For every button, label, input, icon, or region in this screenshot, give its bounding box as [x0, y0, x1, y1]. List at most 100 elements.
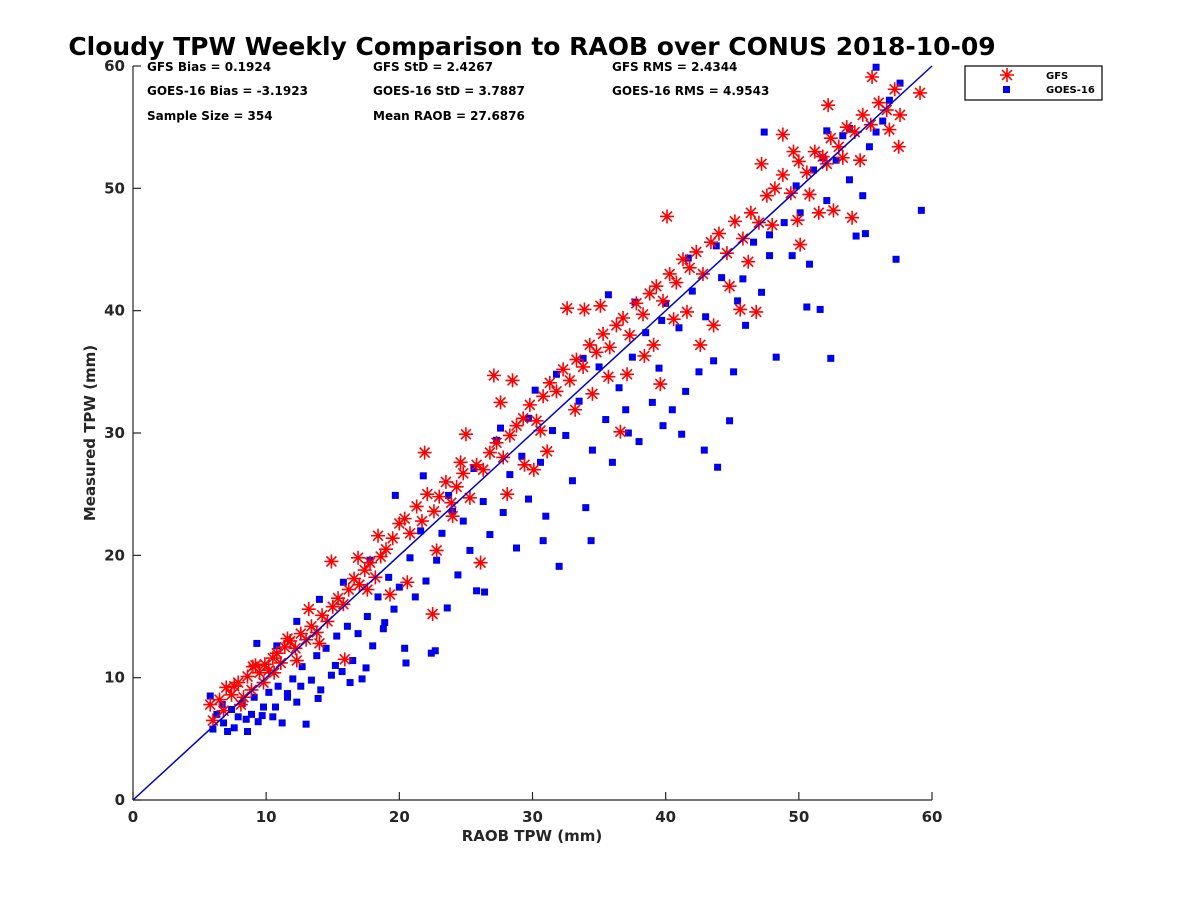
goes16-point	[582, 504, 590, 512]
goes16-point	[579, 354, 587, 362]
gfs-point	[775, 127, 790, 142]
goes16-point	[513, 544, 521, 552]
y-axis-label: Measured TPW (mm)	[81, 345, 99, 521]
goes16-point	[562, 431, 570, 439]
gfs-point	[887, 82, 902, 97]
gfs-point	[560, 301, 575, 316]
gfs-point	[821, 98, 836, 113]
goes16-point	[274, 682, 282, 690]
gfs-point	[693, 337, 708, 352]
goes16-point	[391, 491, 399, 499]
gfs-point	[324, 554, 339, 569]
gfs-point	[385, 531, 400, 546]
gfs-point	[540, 444, 555, 459]
x-tick-label: 50	[788, 808, 809, 826]
goes16-point	[466, 546, 474, 554]
goes16-point	[411, 593, 419, 601]
gfs-point	[240, 669, 255, 684]
gfs-point	[400, 575, 415, 590]
gfs-point	[679, 304, 694, 319]
gfs-point	[891, 139, 906, 154]
goes16-point	[531, 386, 539, 394]
goes16-point	[702, 313, 710, 321]
gfs-point	[568, 402, 583, 417]
goes16-point	[548, 427, 556, 435]
goes16-point	[823, 197, 831, 205]
goes16-point	[552, 370, 560, 378]
goes16-point	[445, 491, 453, 499]
gfs-point	[409, 499, 424, 514]
goes16-point	[269, 713, 277, 721]
goes16-point	[209, 725, 217, 733]
goes16-point	[302, 720, 310, 728]
gfs-point	[257, 657, 272, 672]
goes16-point	[322, 644, 330, 652]
goes16-point	[317, 686, 325, 694]
gfs-point	[791, 154, 806, 169]
goes16-point	[242, 715, 250, 723]
goes16-point	[459, 517, 467, 525]
goes16-point	[206, 692, 214, 700]
gfs-point	[556, 362, 571, 377]
x-tick-label: 30	[522, 808, 543, 826]
goes16-point	[568, 477, 576, 485]
gfs-point	[759, 188, 774, 203]
gfs-point	[585, 386, 600, 401]
gfs-point	[489, 435, 504, 450]
goes16-point	[710, 357, 718, 365]
gfs-point	[309, 625, 324, 640]
goes16-points	[206, 63, 925, 735]
goes16-point	[845, 124, 853, 132]
goes16-point	[739, 275, 747, 283]
gfs-point	[659, 209, 674, 224]
gfs-point	[847, 125, 862, 140]
goes16-point	[486, 531, 494, 539]
gfs-point	[646, 337, 661, 352]
y-tick-label: 10	[104, 669, 125, 687]
gfs-point	[505, 373, 520, 388]
gfs-point	[913, 85, 928, 100]
goes16-point	[682, 387, 690, 395]
goes16-point	[298, 663, 306, 671]
goes16-point	[539, 537, 547, 545]
gfs-point	[893, 107, 908, 122]
goes16-point	[338, 668, 346, 676]
goes16-point	[506, 471, 514, 479]
goes16-point	[892, 255, 900, 263]
gfs-point	[582, 337, 597, 352]
gfs-point	[248, 658, 263, 673]
gfs-point	[743, 205, 758, 220]
gfs-point	[224, 687, 239, 702]
gfs-point	[811, 205, 826, 220]
gfs-point	[793, 237, 808, 252]
gfs-point	[826, 203, 841, 218]
goes16-point	[349, 657, 357, 665]
gfs-point	[855, 107, 870, 122]
goes16-point	[363, 613, 371, 620]
goes16-point	[260, 703, 268, 711]
goes16-point	[234, 713, 242, 721]
gfs-point	[719, 246, 734, 261]
gfs-point	[383, 587, 398, 602]
gfs-point	[786, 144, 801, 159]
gfs-point	[656, 293, 671, 308]
goes16-point	[333, 632, 341, 640]
goes16-point	[331, 661, 339, 669]
goes16-point	[668, 406, 676, 414]
goes16-point	[879, 117, 887, 125]
gfs-point	[252, 665, 267, 680]
goes16-point	[635, 438, 643, 446]
gfs-point	[853, 153, 868, 168]
goes16-point	[712, 242, 720, 250]
gfs-point	[277, 640, 292, 655]
gfs-point	[402, 526, 417, 541]
goes16-point	[417, 527, 425, 535]
gfs-point	[831, 139, 846, 154]
one-to-one-line	[132, 65, 933, 801]
goes16-point	[827, 354, 835, 362]
goes16-point	[265, 688, 273, 696]
goes16-point	[622, 406, 630, 414]
gfs-point	[280, 631, 295, 646]
gfs-point	[576, 359, 591, 374]
gfs-point	[486, 368, 501, 383]
